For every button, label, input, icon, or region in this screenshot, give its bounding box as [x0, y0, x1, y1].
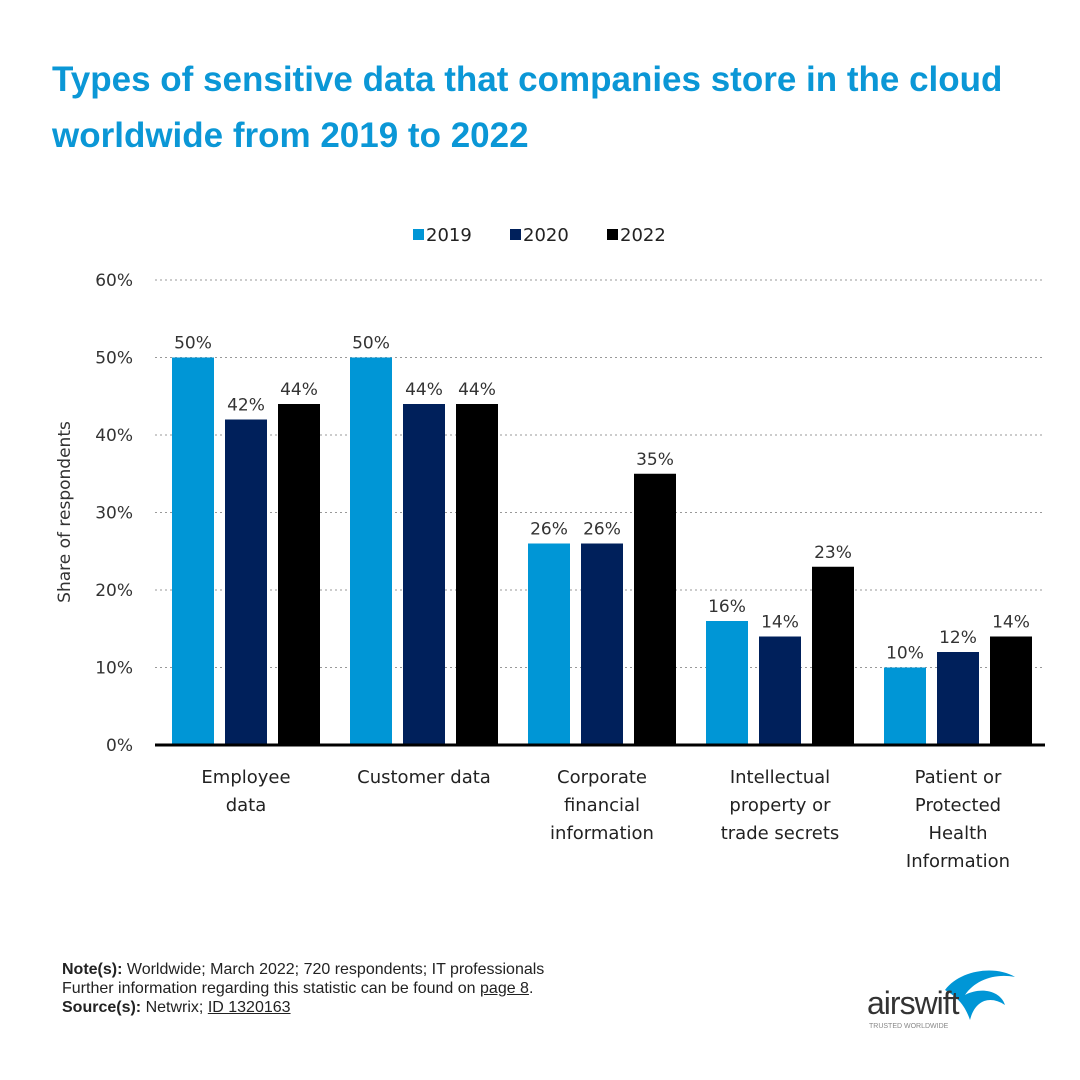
legend-swatch	[607, 229, 618, 240]
data-label: 23%	[814, 543, 852, 563]
data-label: 14%	[992, 613, 1030, 633]
x-tick-label: Employee	[201, 767, 290, 788]
x-tick-label: trade secrets	[721, 823, 840, 844]
data-label: 35%	[636, 450, 674, 470]
bar	[581, 543, 623, 745]
x-tick-label: Information	[906, 851, 1010, 872]
bar	[172, 357, 214, 745]
logo-tagline: TRUSTED WORLDWIDE	[869, 1023, 949, 1030]
y-tick-label: 50%	[95, 349, 133, 369]
bar	[456, 404, 498, 745]
y-axis-label: Share of respondents	[55, 421, 75, 603]
x-tick-label: Health	[928, 823, 987, 844]
footer: Note(s): Worldwide; March 2022; 720 resp…	[62, 960, 544, 1017]
x-tick-label: Intellectual	[730, 767, 830, 788]
source-text: Netwrix;	[145, 999, 204, 1016]
x-tick-label: Corporate	[557, 767, 647, 788]
bar	[990, 636, 1032, 745]
data-label: 26%	[530, 520, 568, 540]
x-tick-label: Customer data	[357, 767, 491, 788]
data-label: 50%	[174, 334, 212, 354]
y-tick-label: 0%	[106, 736, 133, 756]
data-label: 10%	[886, 644, 924, 664]
note-line: Note(s): Worldwide; March 2022; 720 resp…	[62, 960, 544, 979]
bar	[350, 357, 392, 745]
data-label: 16%	[708, 597, 746, 617]
y-tick-label: 20%	[95, 581, 133, 601]
data-label: 44%	[458, 380, 496, 400]
bar	[937, 652, 979, 745]
x-tick-label: Patient or	[915, 767, 1002, 788]
page-link[interactable]: page 8	[480, 980, 529, 997]
y-tick-label: 10%	[95, 659, 133, 679]
data-label: 44%	[280, 380, 318, 400]
y-tick-label: 60%	[95, 271, 133, 291]
bar	[403, 404, 445, 745]
x-tick-label: information	[550, 823, 654, 844]
bar	[812, 566, 854, 745]
data-label: 12%	[939, 628, 977, 648]
legend-label: 2019	[426, 225, 472, 246]
note-label: Note(s):	[62, 961, 123, 978]
logo-wordmark: airswift	[867, 985, 960, 1021]
note-text: Worldwide; March 2022; 720 respondents; …	[126, 961, 545, 978]
airswift-logo: airswift TRUSTED WORLDWIDE	[865, 965, 1025, 1040]
data-label: 42%	[227, 396, 265, 416]
data-label: 14%	[761, 613, 799, 633]
data-label: 50%	[352, 334, 390, 354]
source-label: Source(s):	[62, 999, 142, 1016]
y-tick-label: 30%	[95, 504, 133, 524]
legend-swatch	[510, 229, 521, 240]
y-tick-label: 40%	[95, 426, 133, 446]
chart-title: Types of sensitive data that companies s…	[52, 60, 1003, 155]
swift-bird-icon	[945, 970, 1015, 1020]
legend-label: 2020	[523, 225, 569, 246]
x-tick-label: financial	[564, 795, 640, 816]
x-tick-label: Protected	[915, 795, 1001, 816]
data-label: 44%	[405, 380, 443, 400]
source-line: Source(s): Netwrix; ID 1320163	[62, 998, 544, 1017]
bar	[225, 419, 267, 745]
source-link[interactable]: ID 1320163	[207, 999, 291, 1016]
legend-label: 2022	[620, 225, 666, 246]
bar	[706, 621, 748, 745]
bar	[278, 404, 320, 745]
data-label: 26%	[583, 520, 621, 540]
further-text: Further information regarding this stati…	[62, 980, 476, 997]
x-tick-label: property or	[729, 795, 831, 816]
further-line: Further information regarding this stati…	[62, 980, 534, 997]
bar	[634, 473, 676, 745]
bar	[884, 667, 926, 745]
x-tick-label: data	[226, 795, 267, 816]
bar	[528, 543, 570, 745]
legend-swatch	[413, 229, 424, 240]
bar	[759, 636, 801, 745]
